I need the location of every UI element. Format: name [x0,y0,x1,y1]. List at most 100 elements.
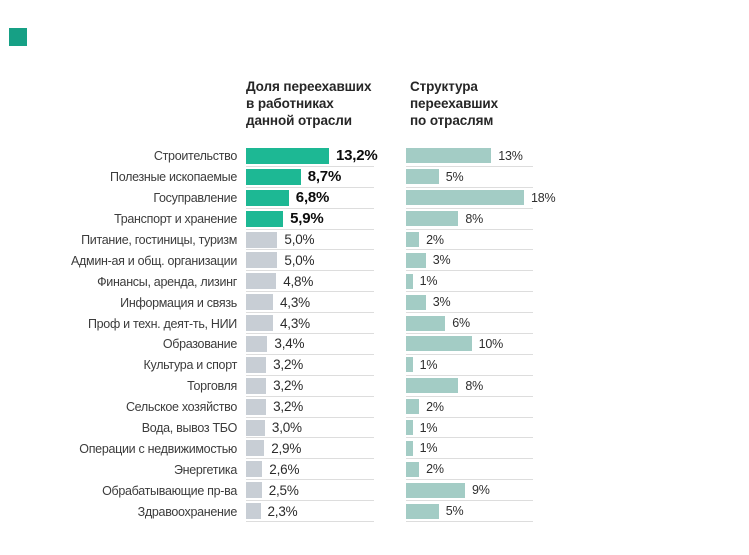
structure-bar-track: 2% [406,230,533,251]
structure-value-label: 5% [445,169,464,184]
share-bar [246,419,265,436]
right-chart-title: Структура переехавших по отраслям [410,78,498,129]
share-bar [246,147,329,164]
structure-bar-track: 6% [406,313,533,335]
structure-value-label: 10% [478,336,504,351]
structure-bar-track: 1% [406,271,533,293]
share-bar [246,482,262,499]
structure-bar [406,252,426,268]
category-label: Культура и спорт [143,358,238,373]
structure-value-label: 1% [419,357,438,372]
share-bar [246,189,289,206]
chart-row: Строительство 13,2% 13% [0,146,749,167]
chart-row: Операции с недвижимостью 2,9% 1% [0,438,749,460]
structure-bar-track: 10% [406,334,533,355]
structure-value-label: 1% [419,441,438,456]
structure-bar-track: 5% [406,501,533,523]
structure-value-label: 2% [426,399,444,414]
share-value-label: 2,9% [271,440,302,456]
share-bar-track: 13,2% [246,146,378,167]
share-value-label: 3,2% [273,399,304,415]
right-chart-title-line: по отраслям [410,113,494,128]
structure-value-label: 1% [419,420,438,435]
chart-row: Админ-ая и общ. организации 5,0% 3% [0,250,749,272]
category-label: Информация и связь [120,295,237,310]
chart-row: Энергетика 2,6% 2% [0,459,749,481]
chart-row: Культура и спорт 3,2% 1% [0,355,749,376]
share-bar [246,210,284,227]
structure-value-label: 1% [419,274,438,289]
category-label: Транспорт и хранение [114,212,237,227]
structure-bar-track: 1% [406,438,533,460]
structure-bar-track: 2% [406,459,533,481]
structure-bar-track: 3% [406,292,533,314]
structure-value-label: 2% [426,462,444,477]
share-value-label: 5,0% [284,232,315,247]
share-bar-track: 6,8% [246,188,374,209]
structure-bar [406,399,420,415]
structure-bar [406,232,420,247]
chart-rows: Строительство 13,2% 13% Полезные ископаемые… [0,146,749,523]
structure-bar-track: 8% [406,376,533,397]
share-bar [246,231,278,248]
share-bar-track: 3,4% [246,334,374,355]
share-bar [246,273,277,290]
structure-bar [406,461,420,477]
structure-bar [406,190,524,206]
structure-bar-track: 2% [406,397,533,418]
share-value-label: 5,0% [284,252,315,268]
share-value-label: 3,2% [273,357,304,373]
share-bar [246,294,273,311]
right-chart-title-line: переехавших [410,96,499,111]
chart-row: Транспорт и хранение 5,9% 8% [0,209,749,230]
structure-bar [406,440,413,456]
category-label: Энергетика [173,462,237,477]
logo-mark [9,28,27,46]
chart-row: Госуправление 6,8% 18% [0,188,749,209]
share-value-label: 4,8% [283,273,314,289]
structure-bar-track: 1% [406,355,533,376]
structure-value-label: 8% [465,211,484,226]
structure-bar-track: 1% [406,418,533,439]
chart-row: Финансы, аренда, лизинг 4,8% 1% [0,271,749,293]
chart-row: Проф и техн. деят-ть, НИИ 4,3% 6% [0,313,749,335]
share-bar [246,377,267,394]
structure-value-label: 5% [445,504,464,519]
share-bar [246,398,267,415]
structure-bar [406,211,459,227]
structure-bar-track: 9% [406,480,533,502]
chart-row: Здравоохранение 2,3% 5% [0,501,749,523]
share-bar [246,168,301,185]
left-chart-title: Доля переехавших в работниках данной отр… [246,78,372,129]
share-bar-track: 5,9% [246,209,374,230]
share-bar [246,335,268,352]
category-label: Обрабатывающие пр-ва [102,483,237,498]
left-chart-title-line: в работниках [246,96,334,111]
structure-value-label: 3% [432,253,451,268]
chart-row: Полезные ископаемые 8,7% 5% [0,167,749,188]
chart-row: Информация и связь 4,3% 3% [0,292,749,314]
share-bar-track: 5,0% [246,230,374,251]
structure-bar [406,420,413,436]
share-bar-track: 4,8% [246,271,374,293]
share-bar-track: 3,2% [246,397,374,418]
share-value-label: 4,3% [280,294,310,310]
chart-row: Вода, вывоз ТБО 3,0% 1% [0,418,749,439]
structure-bar [406,315,446,331]
structure-bar [406,378,459,394]
share-bar-track: 3,2% [246,376,374,397]
share-value-label: 2,3% [267,503,298,519]
share-bar-track: 5,0% [246,250,374,272]
category-label: Здравоохранение [137,504,238,519]
structure-bar [406,336,472,352]
structure-value-label: 13% [498,148,523,163]
structure-bar-track: 5% [406,167,533,188]
category-label: Проф и техн. деят-ть, НИИ [87,316,237,331]
category-label: Питание, гостиницы, туризм [81,233,237,247]
category-label: Админ-ая и общ. организации [71,253,237,268]
structure-value-label: 18% [531,190,556,205]
category-label: Финансы, аренда, лизинг [97,274,237,289]
left-chart-title-line: данной отрасли [246,113,352,128]
left-chart-title-line: Доля переехавших [246,79,372,94]
